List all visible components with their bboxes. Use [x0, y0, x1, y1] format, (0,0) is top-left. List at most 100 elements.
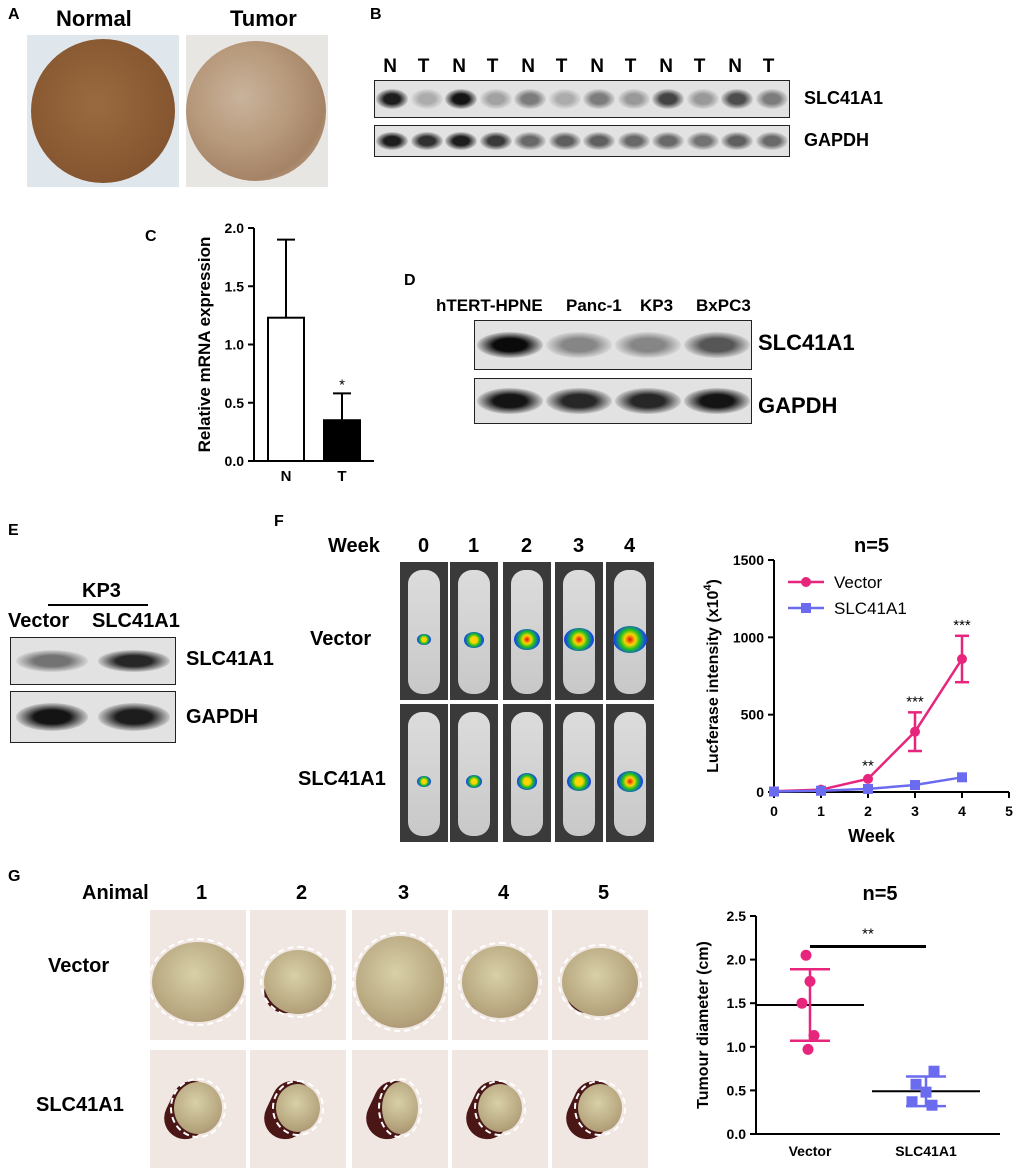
- panel-b-slc41a1-band: [410, 89, 443, 109]
- chart-title: n=5: [862, 883, 897, 905]
- panel-b-gapdh-band: [410, 132, 443, 150]
- legend-label: Vector: [834, 573, 883, 592]
- x-tick-label: 5: [1005, 803, 1013, 819]
- panel-b-lane-label: N: [590, 56, 604, 77]
- panel-b-lane-label: N: [728, 56, 742, 77]
- data-point: [928, 1065, 940, 1077]
- panel-b-lane-label: N: [521, 56, 535, 77]
- tumour-outline: [352, 932, 448, 1032]
- mouse-body: [408, 570, 440, 694]
- panel-b-gapdh-band: [686, 132, 719, 150]
- panel-label-a: A: [8, 6, 20, 23]
- mouse-image-tile: [450, 562, 498, 700]
- panel-b-lane-label: T: [693, 56, 706, 77]
- bioluminescence-signal: [613, 625, 647, 654]
- panel-d-slc41a1-band: [614, 332, 681, 358]
- chart-title: n=5: [854, 535, 889, 557]
- tumour-photo: [250, 1050, 346, 1168]
- tumor-tissue-image: [186, 35, 328, 187]
- tumour-photo: [552, 1050, 648, 1168]
- bioluminescence-signal: [514, 629, 540, 650]
- tumour-photo: [150, 910, 246, 1040]
- panel-b-slc41a1-band: [376, 89, 409, 109]
- data-point: [926, 1099, 938, 1111]
- panel-f-week-header: 4: [624, 535, 636, 557]
- panel-d-lane-label: hTERT-HPNE: [436, 296, 543, 315]
- panel-d-slc41a1-band: [545, 332, 612, 358]
- legend-label: SLC41A1: [834, 599, 907, 618]
- y-tick-label: 0.0: [727, 1126, 747, 1142]
- panel-g-animal-header: 5: [598, 882, 610, 904]
- y-tick-label: 1.5: [225, 278, 245, 294]
- mouse-image-tile: [450, 704, 498, 842]
- bioluminescence-signal: [567, 772, 591, 791]
- panel-f-week-header: 3: [573, 535, 585, 557]
- bioluminescence-signal: [564, 627, 594, 652]
- y-axis-label: Relative mRNA expression: [195, 237, 214, 453]
- panel-f-week-header: 1: [468, 535, 480, 557]
- y-tick-label: 1.5: [727, 995, 747, 1011]
- panel-d-slc41a1-band: [683, 332, 750, 358]
- panel-e-slc41a1-band: [98, 650, 170, 672]
- y-axis-label-sup: 4: [702, 584, 714, 591]
- panel-b-lane-label: T: [555, 56, 568, 77]
- y-tick-label: 1000: [733, 629, 764, 645]
- panel-label-f: F: [274, 513, 284, 530]
- mouse-image-tile: [555, 704, 603, 842]
- panel-label-d: D: [404, 272, 416, 289]
- panel-b-gapdh-blot: [374, 125, 790, 157]
- y-axis-label-close: ): [705, 579, 722, 584]
- bioluminescence-signal: [516, 773, 538, 790]
- panel-b-lane-label: T: [486, 56, 499, 77]
- panel-b-slc41a1-band: [514, 89, 547, 109]
- legend-marker: [801, 603, 811, 613]
- tumour-outline: [558, 944, 642, 1020]
- panel-b-gapdh-band: [617, 132, 650, 150]
- significance-marker: ***: [906, 693, 924, 710]
- y-tick-label: 2.5: [727, 908, 747, 924]
- panel-b-slc41a1-band: [755, 89, 788, 109]
- panel-g-animal-header: 3: [398, 882, 410, 904]
- tumour-outline: [378, 1078, 422, 1138]
- panel-b-slc41a1-label: SLC41A1: [804, 88, 884, 108]
- panel-b-gapdh-band: [445, 132, 478, 150]
- panel-b-slc41a1-band: [686, 89, 719, 109]
- x-axis-label: Week: [848, 826, 896, 846]
- tumour-outline: [574, 1080, 626, 1136]
- panel-b-slc41a1-blot: [374, 80, 790, 118]
- data-point: [910, 780, 920, 791]
- mouse-image-tile: [606, 704, 654, 842]
- mouse-body: [458, 712, 490, 836]
- panel-e-lane-vector: Vector: [8, 610, 70, 632]
- panel-b-slc41a1-band: [617, 89, 650, 109]
- panel-g-animal-label: Animal: [82, 882, 149, 904]
- tumour-outline: [474, 1080, 526, 1136]
- mouse-image-tile: [503, 562, 551, 700]
- tumour-outline: [150, 938, 246, 1026]
- x-tick-label: Vector: [789, 1143, 832, 1159]
- panel-a-normal-label: Normal: [56, 6, 132, 31]
- bioluminescence-signal: [417, 634, 431, 646]
- panel-g-row-vector: Vector: [48, 955, 110, 977]
- panel-b-slc41a1-band: [583, 89, 616, 109]
- panel-d-slc41a1-label: SLC41A1: [758, 330, 855, 355]
- panel-d-gapdh-band: [614, 388, 681, 414]
- tumour-outline: [170, 1078, 226, 1138]
- bioluminescence-signal: [616, 770, 644, 793]
- bar: [267, 316, 305, 462]
- y-tick-label: 1.0: [225, 337, 245, 353]
- panel-b-lane-label: N: [452, 56, 466, 77]
- panel-b-lane-label: T: [624, 56, 637, 77]
- y-tick-label: 1500: [733, 552, 764, 568]
- panel-e-gapdh-label: GAPDH: [186, 706, 259, 728]
- panel-b-slc41a1-band: [548, 89, 581, 109]
- y-tick-label: 0.0: [225, 453, 245, 469]
- x-tick-label: 0: [770, 803, 778, 819]
- mouse-image-tile: [555, 562, 603, 700]
- x-tick-label: 3: [911, 803, 919, 819]
- panel-e-kp3-label: KP3: [82, 580, 121, 602]
- bioluminescence-signal: [417, 776, 431, 788]
- tumour-photo: [552, 910, 648, 1040]
- y-axis-label-main: Lucferase intensity (x10: [705, 590, 722, 772]
- panel-b-lane-label: T: [417, 56, 430, 77]
